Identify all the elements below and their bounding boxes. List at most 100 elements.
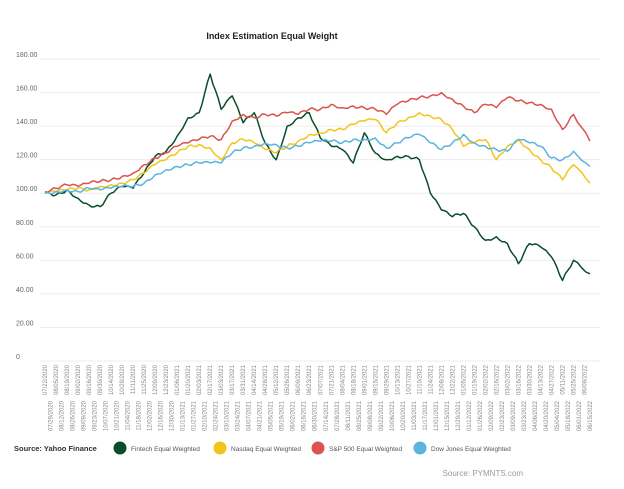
x-tick-label: 09/02/2020 (76, 364, 82, 395)
x-tick-label: 11/03/2021 (412, 400, 418, 430)
x-tick-label: 03/23/2022 (522, 400, 528, 431)
x-tick-label: 02/09/2022 (489, 400, 495, 431)
y-tick-label: 160.00 (16, 86, 38, 93)
x-tick-label: 01/26/2022 (478, 400, 484, 431)
x-tick-label: 02/23/2022 (500, 400, 506, 431)
legend-label: Dow Jones Equal Weighted (431, 446, 511, 453)
x-tick-label: 06/09/2021 (296, 364, 302, 395)
x-tick-label: 12/16/2020 (159, 400, 165, 431)
y-tick-label: 180.00 (16, 52, 38, 59)
series-line-1 (44, 111, 591, 194)
x-tick-label: 05/26/2021 (285, 364, 291, 395)
x-tick-label: 08/04/2021 (340, 364, 346, 395)
x-tick-label: 05/11/2022 (560, 364, 566, 394)
x-tick-label: 05/04/2022 (555, 400, 561, 431)
x-tick-label: 09/30/2020 (98, 364, 104, 395)
series-lines (44, 73, 591, 282)
x-tick-label: 08/19/2020 (65, 364, 71, 395)
x-tick-label: 10/28/2020 (120, 364, 126, 395)
x-tick-label: 12/30/2020 (170, 400, 176, 431)
x-tick-label: 04/21/2021 (258, 400, 264, 431)
x-tick-label: 01/13/2021 (181, 400, 187, 431)
x-tick-label: 03/31/2021 (241, 364, 247, 395)
x-tick-label: 07/14/2021 (324, 400, 330, 431)
legend-marker (113, 441, 127, 455)
x-tick-label: 02/02/2022 (483, 364, 489, 395)
x-tick-label: 06/15/2022 (588, 400, 594, 431)
x-tick-label: 06/08/2022 (582, 364, 588, 395)
series-line-2 (44, 91, 591, 194)
y-tick-label: 100.00 (16, 186, 38, 193)
series-line-0 (44, 73, 591, 282)
source-left: Source: Yahoo Finance (14, 444, 97, 453)
legend-marker (311, 441, 325, 455)
x-tick-label: 02/10/2021 (203, 400, 209, 431)
x-tick-label: 09/22/2021 (379, 400, 385, 431)
x-tick-label: 01/20/2021 (186, 364, 192, 395)
x-tick-label: 10/20/2021 (401, 400, 407, 431)
x-tick-label: 11/25/2020 (142, 364, 148, 394)
legend: Fintech Equal Weighted Nasdaq Equal Weigh… (113, 441, 511, 455)
x-tick-label: 02/16/2022 (494, 364, 500, 395)
x-tick-label: 01/06/2021 (175, 364, 181, 395)
x-tick-label: 11/11/2020 (131, 364, 137, 394)
x-tick-label: 03/30/2022 (527, 364, 533, 395)
x-tick-label: 03/02/2022 (505, 364, 511, 395)
x-tick-label: 08/11/2021 (346, 400, 352, 430)
x-tick-label: 09/08/2021 (368, 400, 374, 431)
x-tick-label: 04/20/2022 (544, 400, 550, 431)
x-tick-label: 12/29/2021 (456, 400, 462, 431)
gridlines (40, 58, 600, 362)
legend-label: Nasdaq Equal Weighted (231, 446, 301, 453)
x-tick-label: 09/15/2021 (373, 364, 379, 395)
x-tick-label: 07/29/2020 (49, 400, 55, 431)
x-tick-label: 11/17/2021 (423, 400, 429, 430)
x-tick-label: 05/25/2022 (571, 364, 577, 395)
y-tick-label: 0 (16, 354, 20, 361)
x-tick-label: 04/07/2021 (247, 400, 253, 431)
x-tick-label: 04/27/2022 (549, 364, 555, 395)
x-tick-label: 12/09/2020 (153, 364, 159, 395)
x-tick-label: 05/12/2021 (274, 364, 280, 395)
x-tick-label: 01/19/2022 (472, 364, 478, 395)
x-tick-label: 06/23/2021 (307, 364, 313, 395)
x-tick-label: 06/16/2021 (302, 400, 308, 431)
y-tick-label: 140.00 (16, 119, 38, 126)
x-tick-label: 09/09/2020 (82, 400, 88, 431)
x-tick-label: 04/28/2021 (263, 364, 269, 395)
x-tick-label: 10/27/2021 (406, 364, 412, 395)
legend-label: S&P 500 Equal Weighted (329, 446, 403, 453)
y-tick-label: 60.00 (16, 253, 34, 260)
x-tick-label: 07/22/2020 (43, 364, 49, 395)
x-tick-label: 07/07/2021 (318, 364, 324, 395)
x-tick-label: 06/01/2022 (577, 400, 583, 431)
source-right: Source: PYMNTS.com (443, 469, 524, 478)
x-tick-label: 12/23/2020 (164, 364, 170, 395)
y-tick-label: 40.00 (16, 287, 34, 294)
legend-label: Fintech Equal Weighted (131, 446, 200, 453)
x-tick-label: 11/24/2021 (428, 364, 434, 394)
legend-marker (213, 441, 227, 455)
x-tick-label: 12/15/2021 (445, 400, 451, 431)
x-tick-label: 12/01/2021 (434, 400, 440, 431)
x-tick-label: 02/03/2021 (197, 364, 203, 395)
x-tick-label: 05/18/2022 (566, 400, 572, 431)
x-tick-label: 12/22/2021 (450, 364, 456, 395)
x-tick-label: 08/12/2020 (60, 400, 66, 431)
x-tick-label: 02/24/2021 (214, 400, 220, 431)
x-tick-label: 10/07/2020 (104, 400, 110, 431)
x-tick-label: 12/02/2020 (148, 400, 154, 431)
x-tick-label: 10/13/2021 (395, 364, 401, 395)
x-tick-label: 03/03/2021 (219, 364, 225, 395)
x-tick-label: 10/14/2020 (109, 364, 115, 395)
y-tick-label: 120.00 (16, 153, 38, 160)
x-tick-label: 09/16/2020 (87, 364, 93, 395)
x-tick-label: 05/19/2021 (280, 400, 286, 431)
x-tick-label: 03/24/2021 (236, 400, 242, 431)
x-tick-label: 12/08/2021 (439, 364, 445, 395)
x-tick-label: 04/14/2021 (252, 364, 258, 395)
x-tick-label: 04/13/2022 (538, 364, 544, 395)
x-tick-label: 07/28/2021 (335, 400, 341, 431)
